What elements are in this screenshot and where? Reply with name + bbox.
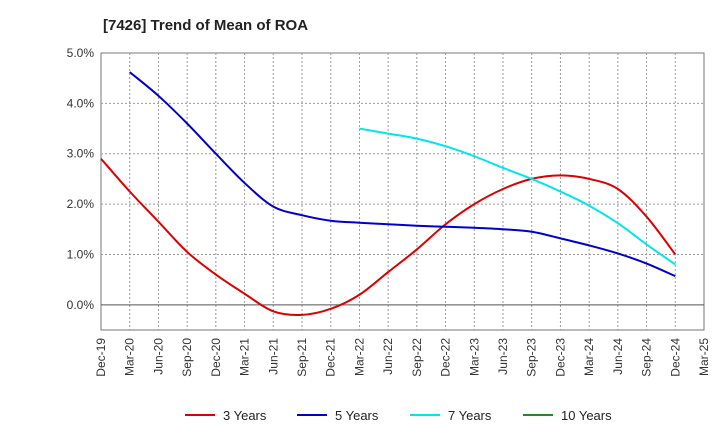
x-tick-label: Dec-20 [209, 338, 223, 377]
chart-title: [7426] Trend of Mean of ROA [103, 17, 308, 34]
series-line-3-years [100, 158, 677, 317]
x-tick-label: Jun-24 [611, 338, 625, 375]
x-tick-label: Dec-23 [553, 338, 567, 377]
x-tick-label: Jun-23 [496, 338, 510, 375]
y-tick-label: 4.0% [67, 96, 95, 110]
x-tick-label: Jun-21 [266, 338, 280, 375]
series-line-7-years [359, 127, 676, 266]
y-tick-label: 5.0% [67, 46, 95, 60]
x-tick-label: Sep-23 [525, 338, 539, 377]
y-axis: 5.0% 4.0% 3.0% 2.0% 1.0% 0.0% [67, 46, 95, 312]
x-axis: Dec-19 Mar-20 Jun-20 Sep-20 Dec-20 Mar-21 Jun-… [94, 338, 711, 377]
x-tick-label: Mar-22 [352, 338, 366, 376]
x-tick-label: Jun-20 [151, 338, 165, 375]
y-tick-label: 2.0% [67, 197, 95, 211]
x-tick-label: Dec-22 [439, 338, 453, 377]
x-tick-label: Sep-24 [640, 338, 654, 377]
legend: 3 Years 5 Years 7 Years 10 Years [185, 408, 612, 423]
y-tick-label: 3.0% [67, 147, 95, 161]
x-tick-label: Mar-23 [467, 338, 481, 376]
x-tick-label: Sep-21 [295, 338, 309, 377]
x-tick-label: Jun-22 [381, 338, 395, 375]
series-lines [100, 71, 677, 317]
y-tick-label: 0.0% [67, 298, 95, 312]
legend-label: 7 Years [448, 408, 492, 423]
x-tick-label: Sep-20 [180, 338, 194, 377]
x-tick-label: Mar-24 [582, 338, 596, 376]
x-tick-label: Mar-20 [123, 338, 137, 376]
legend-label: 5 Years [335, 408, 379, 423]
y-tick-label: 1.0% [67, 247, 95, 261]
x-tick-label: Mar-25 [697, 338, 711, 376]
legend-label: 10 Years [561, 408, 612, 423]
plot-area [100, 52, 705, 331]
legend-label: 3 Years [223, 408, 267, 423]
x-tick-label: Mar-21 [238, 338, 252, 376]
x-tick-label: Dec-24 [668, 338, 682, 377]
x-tick-label: Dec-21 [324, 338, 338, 377]
series-line-5-years [129, 71, 676, 278]
gridlines [101, 53, 704, 330]
x-tick-label: Sep-22 [410, 338, 424, 377]
x-tick-label: Dec-19 [94, 338, 108, 377]
